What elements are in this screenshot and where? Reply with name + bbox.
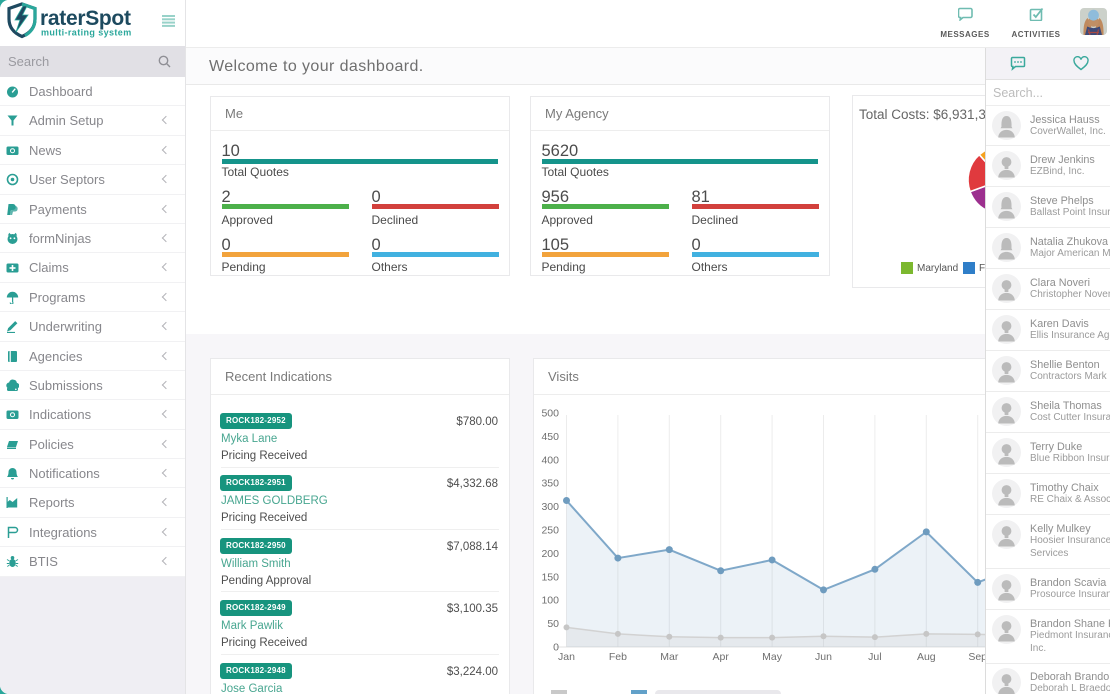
svg-text:Apr: Apr [713,651,730,663]
svg-text:50: 50 [547,618,559,630]
svg-text:Jun: Jun [815,651,832,663]
svg-text:400: 400 [541,454,559,466]
svg-text:Aug: Aug [917,651,936,663]
svg-text:Mar: Mar [660,651,679,663]
svg-text:0: 0 [553,642,559,654]
svg-text:250: 250 [541,525,559,537]
svg-text:350: 350 [541,478,559,490]
svg-text:450: 450 [541,431,559,443]
svg-text:Sep: Sep [968,651,987,663]
svg-text:multi-rating system: multi-rating system [41,28,132,38]
svg-text:Jan: Jan [558,651,575,663]
svg-text:100: 100 [541,595,559,607]
svg-text:Feb: Feb [609,651,627,663]
svg-text:May: May [762,651,783,663]
svg-text:150: 150 [541,571,559,583]
svg-text:raterSpot: raterSpot [40,7,131,30]
svg-text:500: 500 [541,408,559,420]
svg-text:200: 200 [541,548,559,560]
svg-text:Jul: Jul [868,651,881,663]
svg-text:300: 300 [541,501,559,513]
